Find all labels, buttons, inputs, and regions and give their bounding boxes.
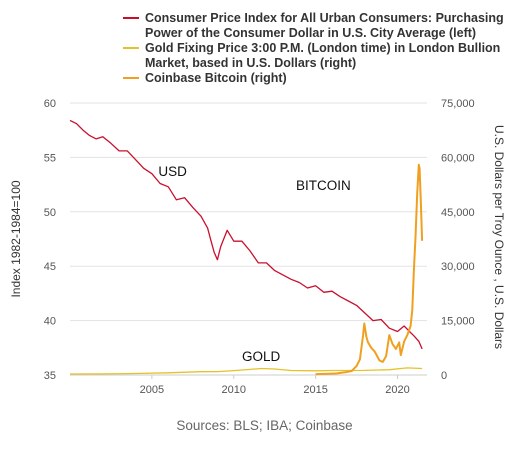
series-group [69,119,424,376]
source-note: Sources: BLS; IBA; Coinbase [176,418,352,433]
y-tick-label-left: 50 [44,207,56,219]
y-tick-label-right: 60,000 [441,152,475,164]
legend-entry-cpi: Consumer Price Index for All Urban Consu… [145,11,504,25]
legend-entry-cpi: Power of the Consumer Dollar in U.S. Cit… [145,26,476,40]
y-tick-label-right: 15,000 [441,316,475,328]
x-tick-label: 2015 [303,384,327,396]
annotations: USD BITCOIN GOLD [158,164,350,364]
legend: Consumer Price Index for All Urban Consu… [123,11,504,85]
series-line-cpi [69,119,423,350]
series-line-btc [315,163,424,376]
x-tick-label: 2010 [222,384,246,396]
legend-entry-gold: Gold Fixing Price 3:00 P.M. (London time… [145,41,500,55]
y-tick-label-right: 75,000 [441,98,475,110]
y-tick-label-left: 35 [44,370,56,382]
legend-entry-btc: Coinbase Bitcoin (right) [145,71,287,85]
x-tick-label: 2020 [385,384,409,396]
y-axis-label-right: U.S. Dollars per Troy Ounce , U.S. Dolla… [492,125,506,349]
axes: 2005 2010 2015 2020 35 40 45 50 55 60 0 15,000 30,00… [44,98,475,396]
y-axis-label-left: Index 1982-1984=100 [9,180,23,297]
y-tick-label-left: 60 [44,98,56,110]
y-tick-label-right: 45,000 [441,207,475,219]
annotation-gold: GOLD [242,349,281,364]
y-tick-label-left: 40 [44,316,56,328]
y-tick-label-left: 45 [44,261,56,273]
annotation-usd: USD [158,164,187,179]
y-tick-label-right: 30,000 [441,261,475,273]
gridlines [70,102,427,376]
series-line-gold [69,367,423,375]
legend-entry-gold: Market, based in U.S. Dollars (right) [145,56,356,70]
annotation-bitcoin: BITCOIN [296,178,351,193]
x-tick-label: 2005 [140,384,164,396]
y-tick-label-right: 0 [441,370,447,382]
y-tick-label-left: 55 [44,152,56,164]
